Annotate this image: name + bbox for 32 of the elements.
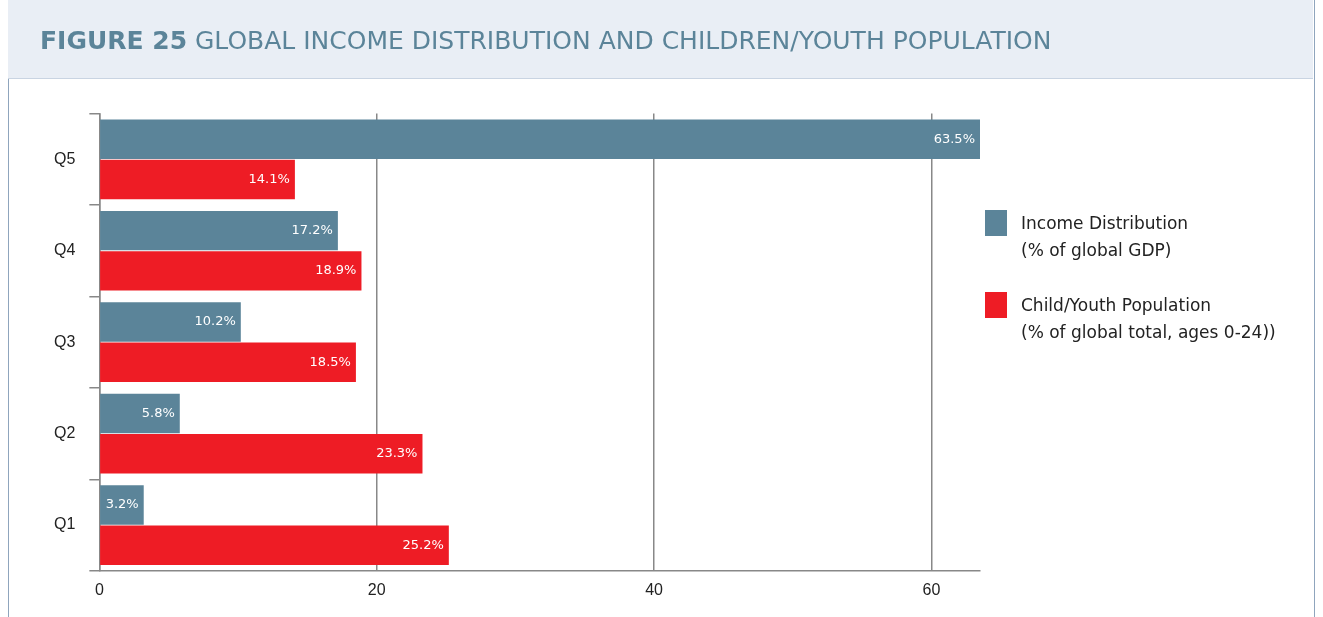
bar [100, 393, 180, 434]
data-label: 17.2% [291, 222, 333, 238]
data-label: 23.3% [376, 445, 418, 461]
data-label: 3.2% [105, 496, 139, 512]
chart-title: FIGURE 25 GLOBAL INCOME DISTRIBUTION AND CHILDREN/YOUTH POPULATION [40, 26, 1052, 55]
bar [100, 342, 356, 383]
y-tick-label: Q4 [54, 241, 76, 259]
y-tick-label: Q2 [54, 424, 76, 442]
legend-label: Child/Youth Population (% of global total, ages 0-24)) [1021, 294, 1276, 344]
x-tick-label: 20 [367, 580, 386, 598]
y-tick-label: Q5 [54, 149, 76, 167]
x-tick-label: 60 [922, 580, 941, 598]
bar [100, 302, 241, 342]
y-tick-label: Q3 [54, 332, 76, 350]
bar [100, 251, 362, 291]
bar [100, 119, 980, 159]
x-tick-label: 40 [645, 580, 664, 598]
bar [100, 210, 338, 251]
data-label: 5.8% [141, 404, 175, 420]
x-tick-label: 0 [94, 580, 104, 598]
data-label: 10.2% [194, 313, 236, 329]
data-label: 18.9% [315, 262, 357, 278]
legend-label: Income Distribution (% of global GDP) [1021, 212, 1189, 262]
bar [100, 159, 295, 200]
data-label: 63.5% [933, 130, 975, 146]
bar [100, 434, 423, 474]
data-label: 14.1% [248, 170, 290, 186]
bar [100, 525, 449, 565]
data-label: 25.2% [402, 536, 444, 552]
y-tick-label: Q1 [54, 515, 76, 533]
data-label: 18.5% [309, 353, 351, 369]
bar [100, 485, 144, 525]
